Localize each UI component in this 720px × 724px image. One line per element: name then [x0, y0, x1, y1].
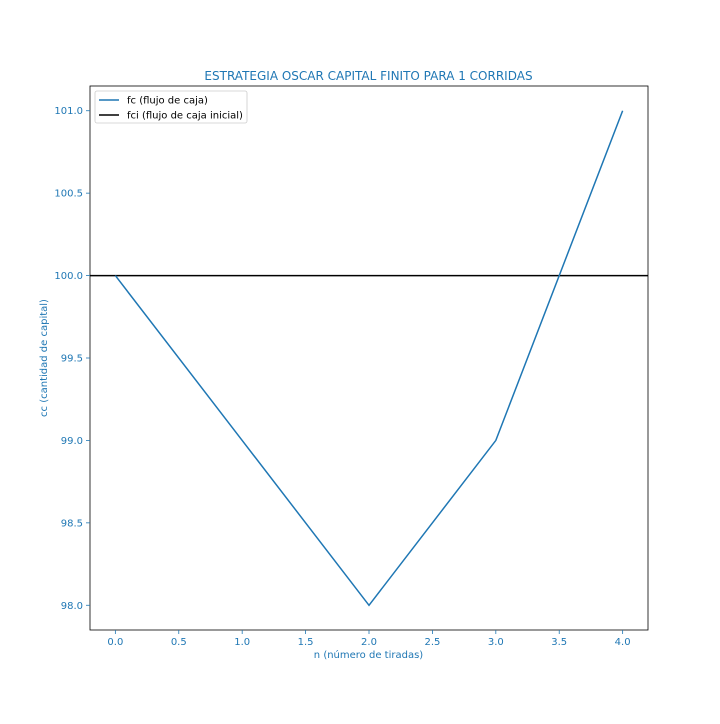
- y-tick-label: 98.0: [61, 601, 83, 612]
- x-axis-label: n (número de tiradas): [314, 649, 423, 661]
- x-tick-label: 0.5: [171, 637, 187, 648]
- legend-label: fc (flujo de caja): [127, 96, 208, 107]
- chart-title: ESTRATEGIA OSCAR CAPITAL FINITO PARA 1 C…: [204, 69, 532, 83]
- x-tick-label: 3.5: [551, 637, 567, 648]
- y-tick-label: 98.5: [61, 518, 83, 529]
- legend-label: fci (flujo de caja inicial): [127, 111, 243, 122]
- y-tick-label: 101.0: [54, 106, 83, 117]
- x-tick-label: 0.0: [107, 637, 123, 648]
- y-tick-label: 99.5: [61, 354, 83, 365]
- x-tick-label: 3.0: [488, 637, 504, 648]
- y-tick-label: 100.0: [54, 271, 83, 282]
- y-tick-label: 99.0: [61, 436, 83, 447]
- x-tick-label: 2.5: [424, 637, 440, 648]
- x-tick-label: 1.0: [234, 637, 250, 648]
- legend: fc (flujo de caja) fci (flujo de caja ini…: [95, 91, 247, 123]
- x-tick-label: 4.0: [615, 637, 631, 648]
- y-tick-label: 100.5: [54, 189, 83, 200]
- y-axis-label: cc (cantidad de capital): [39, 299, 50, 417]
- x-tick-label: 2.0: [361, 637, 377, 648]
- x-tick-label: 1.5: [298, 637, 314, 648]
